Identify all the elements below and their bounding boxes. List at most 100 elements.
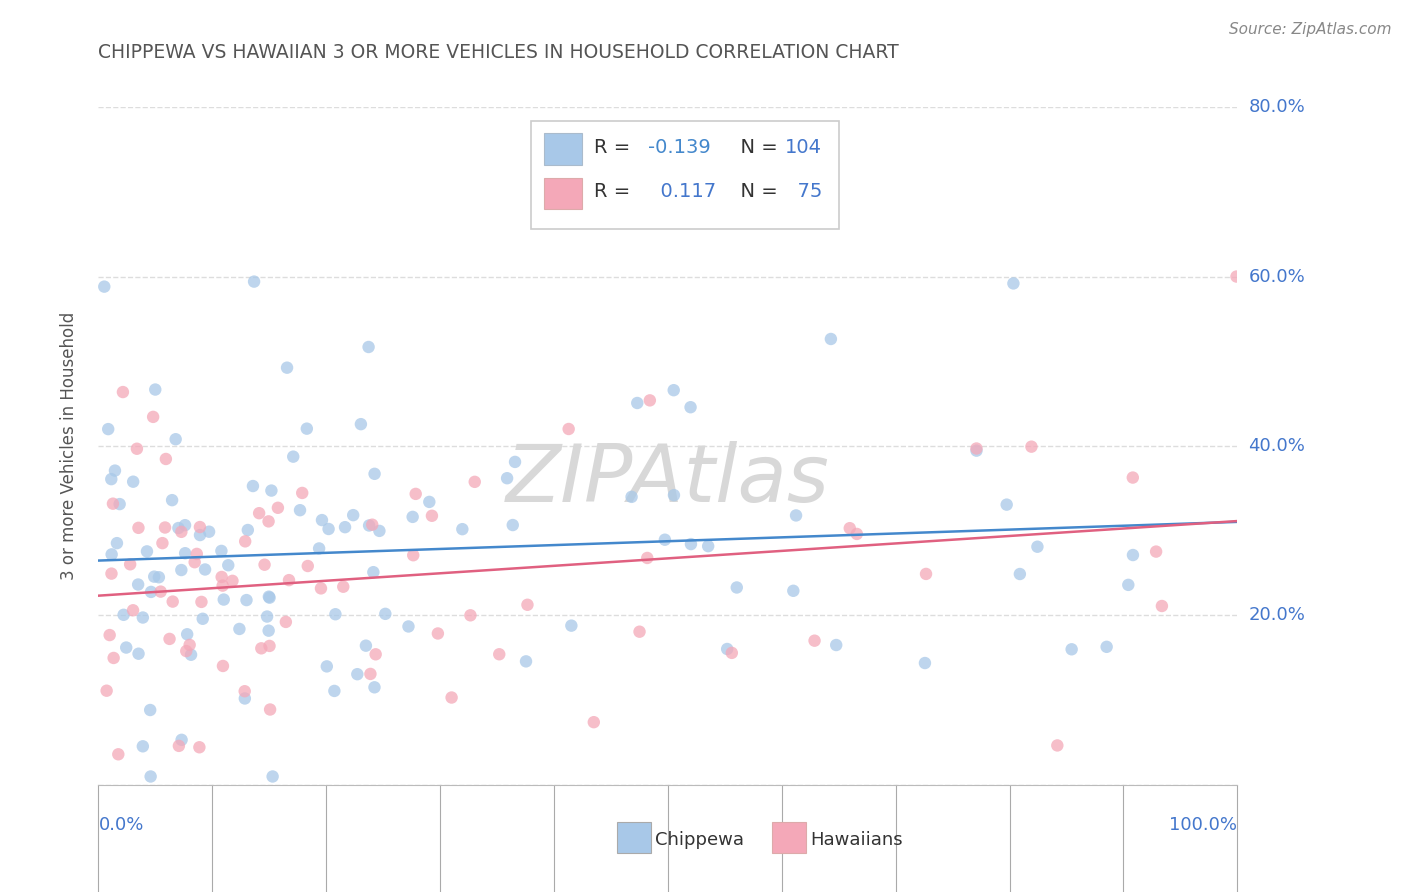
Point [242, 479, 264, 493]
Y-axis label: 3 or more Vehicles in Household: 3 or more Vehicles in Household [59, 312, 77, 580]
Point [626, 396, 648, 410]
Point [257, 515, 280, 529]
Point [1122, 548, 1144, 562]
Point [93, 279, 115, 293]
Point [132, 739, 155, 754]
Point [323, 684, 346, 698]
Point [170, 524, 193, 539]
Point [259, 591, 281, 605]
Point [139, 703, 162, 717]
Point [440, 690, 463, 705]
Point [1225, 269, 1247, 284]
Point [420, 508, 443, 523]
Point [233, 534, 256, 549]
Point [160, 493, 183, 508]
Point [127, 577, 149, 591]
Text: N =: N = [728, 182, 785, 202]
Point [1026, 540, 1049, 554]
Point [318, 522, 340, 536]
Point [256, 609, 278, 624]
Point [662, 383, 685, 397]
Point [451, 522, 474, 536]
Point [620, 490, 643, 504]
Point [276, 360, 298, 375]
Point [401, 509, 423, 524]
Point [159, 632, 181, 646]
Point [247, 506, 270, 520]
Point [350, 417, 373, 432]
Point [233, 684, 256, 698]
Text: Hawaiians: Hawaiians [810, 831, 903, 849]
Point [211, 578, 233, 592]
Point [654, 533, 676, 547]
Point [515, 654, 537, 668]
Point [716, 642, 738, 657]
Point [557, 422, 579, 436]
FancyBboxPatch shape [531, 120, 839, 229]
Point [100, 548, 122, 562]
Point [364, 648, 387, 662]
Point [262, 769, 284, 784]
Point [679, 401, 702, 415]
Point [966, 442, 988, 456]
Point [257, 590, 280, 604]
Point [398, 619, 420, 633]
Point [720, 646, 742, 660]
Point [112, 607, 135, 622]
Point [179, 638, 201, 652]
Point [174, 518, 197, 533]
Point [174, 644, 197, 658]
Point [838, 521, 860, 535]
Point [235, 593, 257, 607]
Point [405, 487, 427, 501]
Text: 40.0%: 40.0% [1249, 437, 1305, 455]
Point [1021, 440, 1043, 454]
Point [357, 340, 380, 354]
Point [162, 594, 184, 608]
Point [153, 520, 176, 534]
Point [1002, 277, 1025, 291]
Point [212, 659, 235, 673]
Point [460, 608, 482, 623]
Point [516, 598, 538, 612]
Point [142, 409, 165, 424]
Point [914, 656, 936, 670]
Point [107, 747, 129, 762]
Point [363, 681, 385, 695]
Point [257, 624, 280, 638]
Point [418, 495, 440, 509]
Point [143, 569, 166, 583]
Point [97, 422, 120, 436]
Point [368, 524, 391, 538]
Point [311, 513, 333, 527]
Point [188, 740, 211, 755]
Text: 20.0%: 20.0% [1249, 607, 1305, 624]
Point [212, 592, 235, 607]
Text: CHIPPEWA VS HAWAIIAN 3 OR MORE VEHICLES IN HOUSEHOLD CORRELATION CHART: CHIPPEWA VS HAWAIIAN 3 OR MORE VEHICLES … [98, 44, 900, 62]
Point [291, 486, 314, 500]
Text: 80.0%: 80.0% [1249, 98, 1305, 116]
Point [250, 641, 273, 656]
Point [217, 558, 239, 573]
Point [155, 452, 177, 467]
Point [180, 648, 202, 662]
Point [149, 584, 172, 599]
Point [104, 464, 127, 478]
Point [139, 769, 162, 784]
Point [582, 715, 605, 730]
Point [402, 548, 425, 562]
Point [502, 518, 524, 533]
Point [233, 691, 256, 706]
Point [209, 544, 232, 558]
Text: 104: 104 [785, 138, 823, 157]
Point [105, 536, 128, 550]
Point [127, 521, 149, 535]
Point [725, 581, 748, 595]
Point [188, 520, 211, 534]
Point [1116, 578, 1139, 592]
Point [259, 639, 281, 653]
FancyBboxPatch shape [544, 134, 582, 165]
Point [1046, 739, 1069, 753]
Point [1060, 642, 1083, 657]
Point [152, 536, 174, 550]
